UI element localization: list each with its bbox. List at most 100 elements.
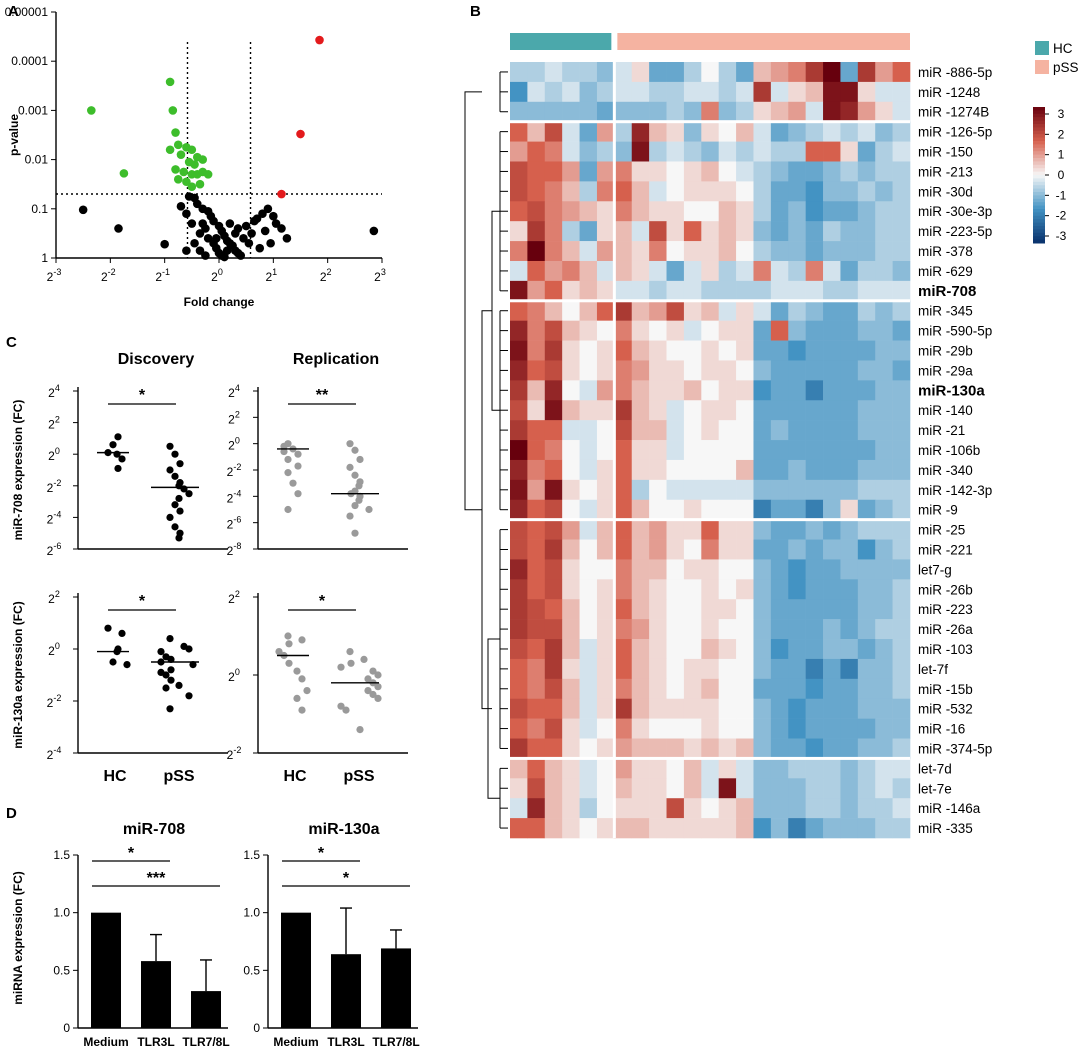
- heat-cell: [649, 300, 667, 321]
- heat-cell: [857, 380, 876, 401]
- point-pss: [346, 512, 354, 520]
- heat-cell: [857, 818, 876, 839]
- heat-cell: [823, 599, 841, 620]
- heat-cell: [614, 738, 633, 759]
- heat-cell: [683, 519, 702, 540]
- heat-cell: [666, 241, 685, 262]
- y-tick-label: 2-6: [47, 541, 62, 558]
- heat-cell: [701, 400, 719, 421]
- heat-cell: [666, 579, 685, 600]
- heat-cell: [736, 778, 754, 799]
- heat-cell: [527, 599, 546, 620]
- x-tick-label-base: 2: [211, 270, 218, 284]
- heat-cell: [527, 141, 546, 162]
- y-tick-label-base: 2: [227, 544, 234, 558]
- heat-cell: [579, 658, 598, 680]
- colorbar-step: [1033, 178, 1045, 183]
- point-pss: [167, 666, 175, 674]
- y-tick-label: 1: [41, 251, 48, 265]
- heat-cell: [770, 758, 789, 779]
- heat-cell: [788, 479, 806, 501]
- heat-cell: [510, 141, 528, 162]
- heat-cell: [753, 141, 772, 162]
- heat-cell: [683, 201, 702, 222]
- heat-cell: [788, 320, 806, 341]
- point-pss: [175, 681, 183, 690]
- group-bar-hc: [510, 33, 612, 50]
- heat-cell: [840, 758, 859, 779]
- heat-cell: [736, 340, 754, 361]
- heat-cell: [579, 639, 598, 660]
- point-pss: [157, 648, 165, 656]
- heat-cell: [683, 81, 702, 103]
- point-pss: [356, 455, 364, 464]
- heat-cell: [649, 658, 667, 680]
- heat-cell: [510, 718, 528, 739]
- heat-cell: [718, 639, 737, 660]
- row-label: let-7e: [918, 781, 952, 796]
- heat-cell: [875, 360, 893, 381]
- heat-cell: [649, 260, 667, 282]
- heat-cell: [892, 280, 911, 302]
- heat-cell: [562, 778, 580, 799]
- point-down: [176, 150, 186, 159]
- heat-cell: [718, 539, 737, 560]
- heat-cell: [701, 479, 719, 501]
- heat-cell: [736, 678, 754, 700]
- point-ns: [282, 234, 292, 243]
- heat-cell: [510, 62, 528, 83]
- heat-cell: [823, 738, 841, 759]
- heat-cell: [631, 320, 650, 341]
- heat-cell: [596, 658, 615, 680]
- y-tick-label: 2-2: [227, 462, 242, 479]
- heat-cell: [875, 340, 893, 361]
- x-tick-label: 20: [211, 267, 223, 284]
- heat-cell: [701, 758, 719, 779]
- heat-cell: [666, 320, 685, 341]
- point-ns: [78, 205, 88, 215]
- heat-cell: [631, 380, 650, 401]
- heat-cell: [631, 300, 650, 321]
- heat-cell: [892, 241, 911, 262]
- heat-cell: [857, 559, 876, 580]
- heat-cell: [701, 380, 719, 401]
- point-down: [171, 165, 180, 174]
- heat-cell: [892, 420, 911, 441]
- heat-cell: [614, 241, 633, 262]
- heat-cell: [770, 459, 789, 481]
- heat-cell: [875, 619, 893, 640]
- heat-cell: [823, 758, 841, 779]
- heat-cell: [510, 161, 528, 182]
- point-pss: [342, 706, 350, 714]
- y-tick-label-base: 2: [48, 449, 55, 463]
- heat-cell: [718, 260, 737, 282]
- row-label: miR -223: [918, 602, 973, 617]
- heat-cell: [579, 579, 598, 600]
- x-tick-label-base: 2: [265, 270, 272, 284]
- heat-cell: [683, 241, 702, 262]
- point-pss: [166, 513, 174, 522]
- heat-cell: [544, 121, 563, 142]
- heat-cell: [614, 619, 633, 640]
- heat-cell: [666, 718, 685, 739]
- heat-cell: [805, 360, 824, 381]
- y-tick-label-base: 2: [47, 481, 54, 495]
- heat-cell: [788, 519, 806, 540]
- heat-cell: [666, 758, 685, 779]
- heat-cell: [805, 300, 824, 321]
- heat-cell: [770, 519, 789, 540]
- heat-cell: [596, 678, 615, 700]
- heat-cell: [753, 440, 772, 461]
- y-tick-label: 0.001: [18, 103, 48, 117]
- heat-cell: [701, 81, 719, 103]
- heat-cell: [718, 161, 737, 182]
- heat-cell: [649, 499, 667, 520]
- heat-cell: [579, 280, 598, 302]
- heat-cell: [510, 459, 528, 481]
- heat-cell: [544, 479, 563, 501]
- y-tick-label-base: 2: [47, 512, 54, 526]
- heat-cell: [510, 738, 528, 759]
- heat-cell: [701, 280, 719, 302]
